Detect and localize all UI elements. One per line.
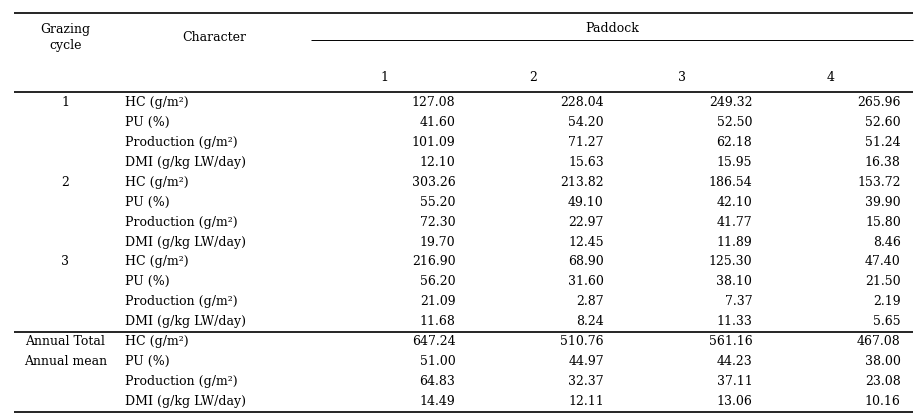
Text: 467.08: 467.08 bbox=[857, 335, 901, 348]
Text: HC (g/m²): HC (g/m²) bbox=[125, 255, 188, 268]
Text: 42.10: 42.10 bbox=[717, 196, 753, 209]
Text: 31.60: 31.60 bbox=[568, 276, 604, 289]
Text: 10.16: 10.16 bbox=[865, 395, 901, 408]
Text: PU (%): PU (%) bbox=[125, 276, 169, 289]
Text: Character: Character bbox=[182, 31, 246, 44]
Text: 1: 1 bbox=[62, 96, 70, 109]
Text: 37.11: 37.11 bbox=[717, 375, 753, 388]
Text: 2: 2 bbox=[62, 176, 70, 189]
Text: 7.37: 7.37 bbox=[724, 295, 753, 308]
Text: 2: 2 bbox=[530, 71, 537, 84]
Text: 5.65: 5.65 bbox=[873, 315, 901, 328]
Text: 8.46: 8.46 bbox=[873, 236, 901, 249]
Text: 8.24: 8.24 bbox=[577, 315, 604, 328]
Text: 127.08: 127.08 bbox=[412, 96, 455, 109]
Text: 19.70: 19.70 bbox=[420, 236, 455, 249]
Text: Annual mean: Annual mean bbox=[24, 355, 107, 368]
Text: 216.90: 216.90 bbox=[412, 255, 455, 268]
Text: 44.97: 44.97 bbox=[568, 355, 604, 368]
Text: 186.54: 186.54 bbox=[709, 176, 753, 189]
Text: 228.04: 228.04 bbox=[560, 96, 604, 109]
Text: 49.10: 49.10 bbox=[568, 196, 604, 209]
Text: 41.77: 41.77 bbox=[717, 215, 753, 228]
Text: 13.06: 13.06 bbox=[716, 395, 753, 408]
Text: 15.95: 15.95 bbox=[717, 156, 753, 169]
Text: 1: 1 bbox=[381, 71, 389, 84]
Text: 23.08: 23.08 bbox=[865, 375, 901, 388]
Text: 101.09: 101.09 bbox=[411, 136, 455, 149]
Text: 12.11: 12.11 bbox=[568, 395, 604, 408]
Text: 3: 3 bbox=[62, 255, 70, 268]
Text: Production (g/m²): Production (g/m²) bbox=[125, 295, 237, 308]
Text: 22.97: 22.97 bbox=[568, 215, 604, 228]
Text: DMI (g/kg LW/day): DMI (g/kg LW/day) bbox=[125, 156, 246, 169]
Text: Production (g/m²): Production (g/m²) bbox=[125, 375, 237, 388]
Text: 54.20: 54.20 bbox=[568, 116, 604, 129]
Text: 2.87: 2.87 bbox=[577, 295, 604, 308]
Text: 64.83: 64.83 bbox=[420, 375, 455, 388]
Text: 4: 4 bbox=[826, 71, 834, 84]
Text: 16.38: 16.38 bbox=[865, 156, 901, 169]
Text: 32.37: 32.37 bbox=[568, 375, 604, 388]
Text: 15.80: 15.80 bbox=[865, 215, 901, 228]
Text: Paddock: Paddock bbox=[585, 22, 639, 35]
Text: 3: 3 bbox=[677, 71, 686, 84]
Text: HC (g/m²): HC (g/m²) bbox=[125, 176, 188, 189]
Text: 72.30: 72.30 bbox=[420, 215, 455, 228]
Text: 249.32: 249.32 bbox=[709, 96, 753, 109]
Text: 303.26: 303.26 bbox=[411, 176, 455, 189]
Text: PU (%): PU (%) bbox=[125, 116, 169, 129]
Text: 12.45: 12.45 bbox=[568, 236, 604, 249]
Text: 12.10: 12.10 bbox=[420, 156, 455, 169]
Text: 2.19: 2.19 bbox=[873, 295, 901, 308]
Text: 44.23: 44.23 bbox=[717, 355, 753, 368]
Text: 38.10: 38.10 bbox=[716, 276, 753, 289]
Text: 56.20: 56.20 bbox=[420, 276, 455, 289]
Text: 510.76: 510.76 bbox=[560, 335, 604, 348]
Text: 125.30: 125.30 bbox=[709, 255, 753, 268]
Text: 265.96: 265.96 bbox=[857, 96, 901, 109]
Text: 11.68: 11.68 bbox=[420, 315, 455, 328]
Text: 153.72: 153.72 bbox=[857, 176, 901, 189]
Text: 52.60: 52.60 bbox=[865, 116, 901, 129]
Text: Production (g/m²): Production (g/m²) bbox=[125, 215, 237, 228]
Text: 39.90: 39.90 bbox=[865, 196, 901, 209]
Text: DMI (g/kg LW/day): DMI (g/kg LW/day) bbox=[125, 236, 246, 249]
Text: 47.40: 47.40 bbox=[865, 255, 901, 268]
Text: 38.00: 38.00 bbox=[865, 355, 901, 368]
Text: 41.60: 41.60 bbox=[420, 116, 455, 129]
Text: 11.33: 11.33 bbox=[716, 315, 753, 328]
Text: Production (g/m²): Production (g/m²) bbox=[125, 136, 237, 149]
Text: 68.90: 68.90 bbox=[568, 255, 604, 268]
Text: HC (g/m²): HC (g/m²) bbox=[125, 96, 188, 109]
Text: HC (g/m²): HC (g/m²) bbox=[125, 335, 188, 348]
Text: DMI (g/kg LW/day): DMI (g/kg LW/day) bbox=[125, 315, 246, 328]
Text: 11.89: 11.89 bbox=[717, 236, 753, 249]
Text: Annual Total: Annual Total bbox=[26, 335, 106, 348]
Text: PU (%): PU (%) bbox=[125, 355, 169, 368]
Text: 51.00: 51.00 bbox=[420, 355, 455, 368]
Text: 21.50: 21.50 bbox=[865, 276, 901, 289]
Text: 213.82: 213.82 bbox=[560, 176, 604, 189]
Text: 51.24: 51.24 bbox=[865, 136, 901, 149]
Text: PU (%): PU (%) bbox=[125, 196, 169, 209]
Text: 71.27: 71.27 bbox=[568, 136, 604, 149]
Text: Grazing
cycle: Grazing cycle bbox=[40, 23, 91, 52]
Text: 14.49: 14.49 bbox=[420, 395, 455, 408]
Text: 647.24: 647.24 bbox=[412, 335, 455, 348]
Text: 561.16: 561.16 bbox=[709, 335, 753, 348]
Text: 21.09: 21.09 bbox=[420, 295, 455, 308]
Text: 62.18: 62.18 bbox=[717, 136, 753, 149]
Text: 15.63: 15.63 bbox=[568, 156, 604, 169]
Text: DMI (g/kg LW/day): DMI (g/kg LW/day) bbox=[125, 395, 246, 408]
Text: 52.50: 52.50 bbox=[717, 116, 753, 129]
Text: 55.20: 55.20 bbox=[420, 196, 455, 209]
